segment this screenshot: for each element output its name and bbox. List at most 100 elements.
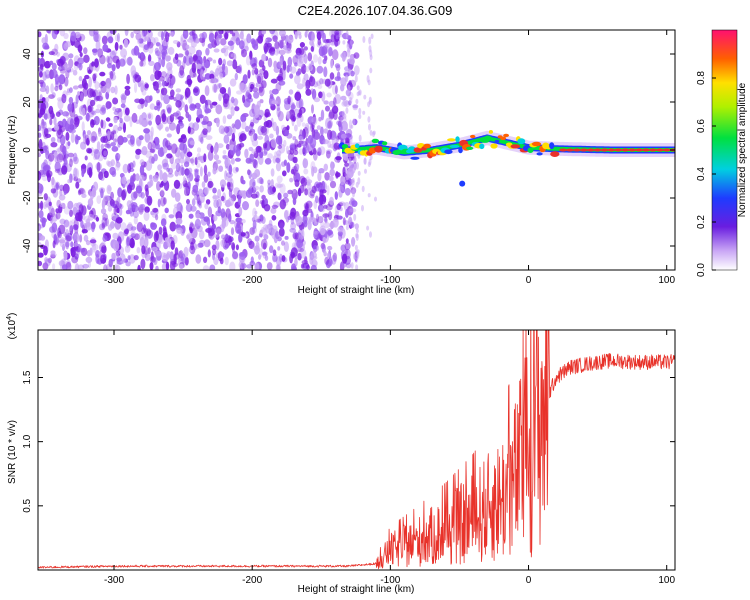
noise-cell: [38, 124, 42, 132]
noise-cell: [172, 40, 179, 44]
noise-cell: [328, 47, 333, 57]
noise-cell: [210, 145, 214, 154]
noise-cell: [207, 171, 211, 177]
noise-cell: [130, 226, 137, 231]
signal-blob: [527, 147, 534, 153]
noise-cell: [148, 130, 154, 140]
noise-cell: [69, 118, 74, 127]
noise-cell: [180, 37, 184, 47]
noise-cell: [218, 34, 223, 39]
signal-blob: [449, 144, 460, 148]
noise-cell: [53, 116, 57, 126]
noise-cell: [43, 121, 47, 132]
noise-cell: [272, 186, 276, 193]
noise-cell: [283, 130, 288, 137]
noise-cell: [301, 129, 305, 141]
noise-cell: [363, 94, 367, 100]
noise-cell: [242, 74, 248, 85]
noise-cell: [270, 179, 274, 188]
noise-cell: [38, 123, 46, 131]
noise-cell: [199, 166, 203, 177]
noise-cell: [368, 45, 372, 53]
noise-cell: [155, 114, 162, 126]
noise-cell: [187, 126, 191, 134]
snr-y-multiplier-exp: 4: [6, 316, 13, 320]
noise-cell: [147, 141, 153, 151]
noise-cell: [127, 163, 132, 174]
noise-cell: [323, 163, 328, 171]
noise-cell: [271, 100, 279, 105]
noise-cell: [69, 158, 73, 168]
noise-cell: [38, 260, 43, 267]
noise-cell: [160, 196, 166, 207]
noise-cell: [174, 192, 181, 202]
noise-cell: [350, 39, 354, 46]
noise-cell: [115, 217, 123, 224]
noise-cell: [144, 36, 150, 41]
noise-cell: [345, 208, 349, 218]
noise-cell: [183, 183, 189, 188]
noise-cell: [195, 213, 201, 219]
noise-cell: [68, 53, 74, 59]
noise-cell: [292, 156, 298, 164]
noise-cell: [286, 111, 291, 119]
noise-cell: [159, 169, 163, 181]
signal-blob: [550, 151, 560, 158]
noise-cell: [270, 78, 278, 84]
noise-cell: [355, 98, 359, 105]
noise-cell: [278, 49, 286, 56]
noise-cell: [151, 246, 158, 252]
signal-blob: [479, 143, 485, 150]
noise-cell: [333, 97, 337, 107]
noise-cell: [345, 107, 349, 114]
noise-cell: [143, 211, 150, 221]
noise-cell: [317, 216, 324, 224]
noise-cell: [311, 185, 317, 194]
noise-cell: [100, 143, 104, 150]
noise-cell: [201, 181, 206, 188]
noise-cell: [345, 179, 351, 185]
noise-cell: [131, 112, 138, 123]
x-tick-label: -300: [104, 275, 124, 286]
noise-cell: [117, 187, 123, 198]
noise-cell: [330, 58, 334, 69]
noise-cell: [325, 203, 333, 211]
noise-cell: [110, 191, 114, 200]
noise-cell: [146, 195, 153, 206]
noise-cell: [190, 156, 196, 166]
noise-cell: [70, 247, 74, 253]
noise-cell: [245, 91, 251, 102]
noise-cell: [370, 33, 374, 40]
noise-cell: [137, 264, 141, 270]
noise-cell: [196, 244, 200, 249]
noise-cell: [58, 152, 64, 161]
noise-cell: [296, 143, 302, 148]
noise-cell: [74, 263, 80, 270]
noise-cell: [249, 227, 255, 236]
noise-cell: [73, 242, 79, 247]
signal-blob: [444, 149, 453, 155]
noise-cell: [311, 88, 317, 100]
noise-cell: [212, 59, 217, 64]
noise-cell: [342, 172, 347, 177]
noise-cell: [212, 214, 218, 222]
noise-cell: [255, 145, 262, 153]
noise-cell: [218, 165, 224, 172]
x-tick-label: -300: [104, 575, 124, 586]
noise-cell: [96, 141, 101, 152]
noise-cell: [313, 230, 318, 239]
noise-cell: [251, 149, 257, 154]
noise-cell: [188, 55, 194, 65]
noise-cell: [107, 130, 111, 141]
noise-cell: [111, 146, 119, 152]
noise-cell: [42, 71, 47, 81]
noise-cell: [149, 174, 153, 180]
noise-cell: [269, 30, 276, 35]
noise-cell: [216, 83, 221, 90]
noise-cell: [230, 157, 235, 165]
noise-cell: [358, 114, 362, 119]
noise-cell: [161, 56, 166, 68]
noise-cell: [340, 185, 346, 194]
noise-cell: [59, 68, 66, 74]
noise-cell: [322, 58, 327, 65]
